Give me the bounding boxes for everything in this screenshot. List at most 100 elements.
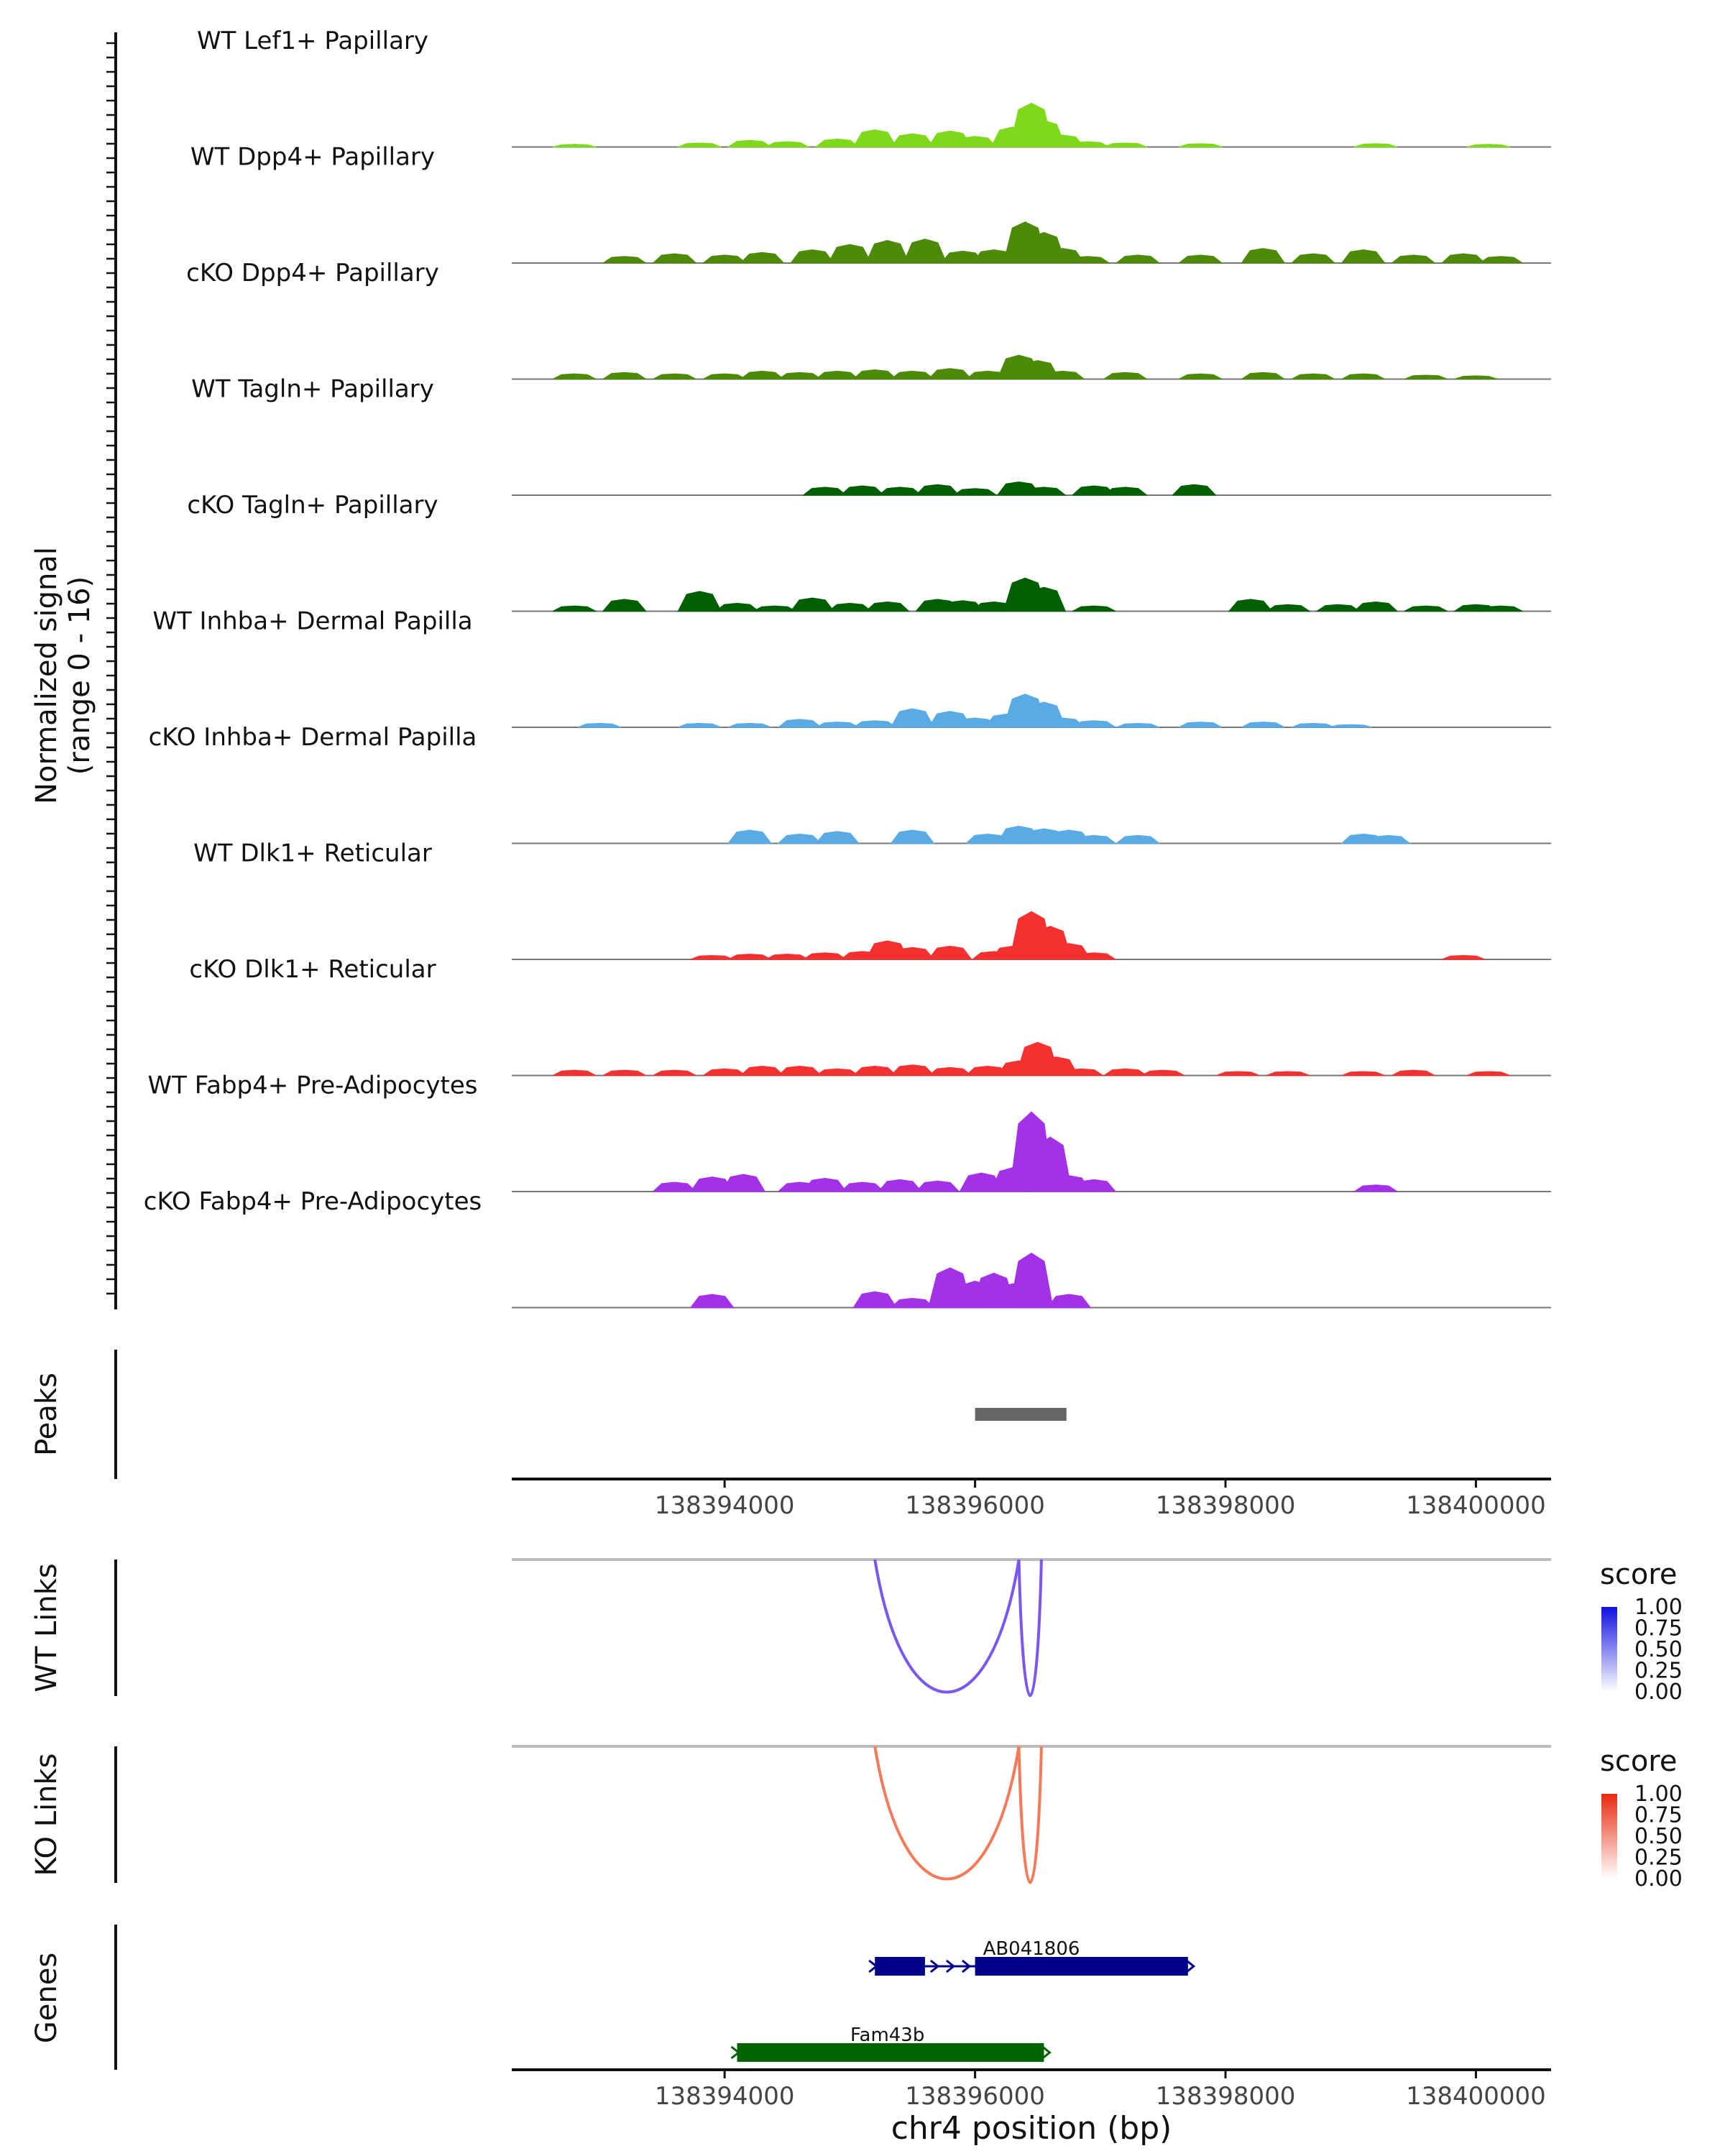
strand-arrow xyxy=(929,1959,940,1973)
legend-tick-label: 0.25 xyxy=(1634,1659,1683,1684)
coverage-peak xyxy=(877,1179,923,1192)
coverage-peak xyxy=(1178,722,1223,728)
coverage-peak xyxy=(852,720,898,728)
coverage-peak xyxy=(727,954,772,960)
coverage-peak xyxy=(727,139,773,147)
coverage-ylabel-range: (range 0 - 16) xyxy=(63,576,96,775)
coverage-peak xyxy=(1116,722,1160,728)
coverage-peak xyxy=(652,253,697,264)
coverage-peak xyxy=(1072,605,1116,612)
coverage-peak xyxy=(877,487,923,496)
gene-label: AB041806 xyxy=(983,1938,1080,1960)
link-arc xyxy=(1017,1559,1043,1697)
coverage-peak xyxy=(678,142,722,147)
coverage-peak xyxy=(890,946,935,960)
strand-arrow xyxy=(945,1959,956,1973)
coverage-peak xyxy=(927,368,972,379)
coverage-peak xyxy=(1478,256,1524,264)
strand-arrow xyxy=(868,1959,878,1973)
legend-tick-label: 0.75 xyxy=(1634,1803,1683,1828)
legend-tick-label: 0.50 xyxy=(1634,1824,1683,1849)
coverage-peak xyxy=(1102,372,1149,379)
coverage-peak xyxy=(802,487,847,496)
legend-tick-label: 0.50 xyxy=(1634,1637,1683,1662)
coverage-peak xyxy=(1102,1068,1149,1076)
coverage-peak xyxy=(1290,253,1336,264)
coverage-peak xyxy=(1329,724,1373,728)
coverage-peak xyxy=(602,1069,647,1076)
coverage-peak xyxy=(740,1066,785,1076)
coverage-peak xyxy=(852,1066,898,1076)
coverage-track: cKO Dlk1+ Reticular xyxy=(189,955,1551,1077)
x-axis-ticks-top: 138394000 138396000 138398000 138400000 xyxy=(655,1479,1546,1520)
legend-tick-label: 0.00 xyxy=(1634,1680,1683,1705)
coverage-peak xyxy=(1353,143,1398,147)
coverage-peak xyxy=(865,240,910,264)
coverage-peak xyxy=(865,602,910,612)
links-track: KO Links score 1.000.750.500.250.00 xyxy=(30,1745,1683,1892)
track-label: WT Tagln+ Papillary xyxy=(191,374,434,403)
coverage-peak xyxy=(1071,834,1117,844)
gene-exon xyxy=(975,1957,1188,1976)
coverage-track: WT Tagln+ Papillary xyxy=(191,374,1551,496)
coverage-peak xyxy=(801,952,848,960)
coverage-peak xyxy=(1059,1068,1105,1076)
coverage-peak xyxy=(652,1181,697,1192)
genes-label: Genes xyxy=(30,1953,63,2043)
coverage-peak xyxy=(790,597,835,612)
coverage-section: Normalized signal (range 0 - 16) WT Lef1… xyxy=(30,27,1551,1309)
x-tick-label: 138394000 xyxy=(655,2082,795,2111)
link-arc xyxy=(1017,1746,1043,1884)
coverage-peak xyxy=(814,1068,860,1076)
peaks-section: Peaks 138394000 138396000 138398000 1384000… xyxy=(30,1350,1551,1520)
coverage-peak xyxy=(1071,720,1117,728)
coverage-peak xyxy=(1040,370,1085,379)
coverage-ylabel: Normalized signal xyxy=(30,547,63,804)
x-tick-label: 138400000 xyxy=(1406,1491,1546,1520)
coverage-peak xyxy=(827,244,873,264)
coverage-peak xyxy=(1466,1071,1511,1076)
coverage-peak xyxy=(1240,372,1286,379)
coverage-peak xyxy=(814,831,860,844)
coverage-peak xyxy=(915,484,960,496)
coverage-peak xyxy=(1228,599,1273,612)
legend-title: score xyxy=(1600,1745,1677,1778)
coverage-peak xyxy=(1265,604,1311,612)
coverage-track: cKO Inhba+ Dermal Papilla xyxy=(149,723,1551,844)
coverage-peak xyxy=(790,249,835,264)
track-label: cKO Dpp4+ Papillary xyxy=(186,259,439,287)
legend-tick-label: 1.00 xyxy=(1634,1782,1683,1807)
coverage-peak xyxy=(1315,604,1361,612)
coverage-track: cKO Tagln+ Papillary xyxy=(187,491,1551,612)
coverage-track: WT Dlk1+ Reticular xyxy=(193,839,1551,960)
gene-label: Fam43b xyxy=(850,2024,924,2046)
coverage-track: cKO Dpp4+ Papillary xyxy=(186,259,1551,380)
gene-model: AB041806 xyxy=(868,1938,1196,1976)
coverage-peak xyxy=(702,373,747,379)
strand-arrow xyxy=(1185,1959,1196,1973)
coverage-peak xyxy=(1046,1294,1092,1308)
coverage-peak xyxy=(840,1181,886,1192)
coverage-peak xyxy=(1366,834,1411,844)
coverage-peak xyxy=(765,141,809,147)
coverage-peak xyxy=(1216,1071,1260,1076)
coverage-peak xyxy=(1441,954,1486,960)
track-label: WT Inhba+ Dermal Papilla xyxy=(152,607,472,635)
coverage-peak xyxy=(1353,602,1399,612)
coverage-peak xyxy=(815,722,860,728)
coverage-peak xyxy=(653,1069,696,1076)
coverage-peak xyxy=(552,144,597,147)
strand-arrow xyxy=(1041,2045,1052,2060)
coverage-peak xyxy=(1066,141,1110,147)
coverage-peak xyxy=(1178,373,1223,379)
coverage-peak xyxy=(1115,834,1161,844)
coverage-peak xyxy=(890,133,935,147)
coverage-peak xyxy=(827,602,873,612)
coverage-peak xyxy=(1179,143,1223,147)
track-label: cKO Tagln+ Papillary xyxy=(187,491,438,520)
coverage-peak xyxy=(1177,254,1223,264)
track-label: WT Dpp4+ Papillary xyxy=(190,142,435,171)
coverage-peak xyxy=(1291,373,1335,379)
links-label: KO Links xyxy=(30,1754,63,1876)
